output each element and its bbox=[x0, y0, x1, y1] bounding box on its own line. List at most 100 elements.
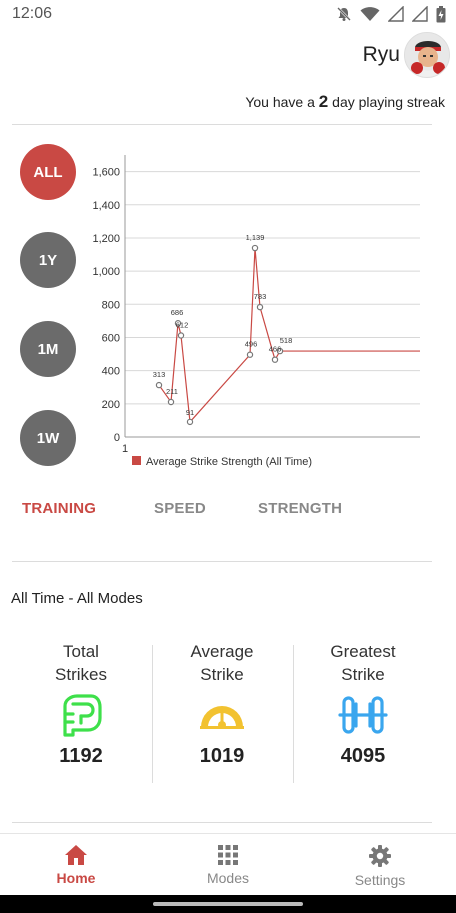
data-label: 686 bbox=[171, 308, 184, 317]
fist-icon bbox=[63, 694, 102, 737]
data-point[interactable] bbox=[246, 351, 254, 358]
data-label: 518 bbox=[280, 336, 293, 345]
stat-average-strike-label-line2: Strike bbox=[200, 665, 244, 684]
signal-icon-2 bbox=[412, 6, 428, 22]
stat-total-strikes-label-line2: Strikes bbox=[55, 665, 107, 684]
gesture-bar bbox=[0, 895, 456, 913]
header-divider bbox=[12, 124, 432, 125]
legend-swatch bbox=[132, 456, 141, 465]
streak-message: You have a 2 day playing streak bbox=[245, 92, 445, 112]
y-tick-label: 1,400 bbox=[92, 200, 120, 212]
y-tick-label: 1,600 bbox=[92, 167, 120, 179]
gesture-handle[interactable] bbox=[153, 902, 303, 906]
data-point[interactable] bbox=[256, 303, 264, 311]
tabs-divider bbox=[12, 561, 432, 562]
strike-strength-chart: 0 200 400 600 800 1,000 1,200 1,400 1,600 1 31321… bbox=[92, 155, 420, 468]
stat-average-strike-value: 1019 bbox=[199, 745, 245, 767]
notifications-off-icon bbox=[337, 7, 351, 21]
summary-title: All Time - All Modes bbox=[11, 590, 143, 607]
stat-greatest-strike-label-line1: Greatest bbox=[330, 642, 396, 661]
stat-average-strike-label-line1: Average bbox=[190, 642, 254, 661]
stat-average-strike-icon-wrap bbox=[152, 690, 292, 740]
nav-modes-label: Modes bbox=[206, 870, 250, 886]
home-icon bbox=[65, 845, 87, 865]
avatar[interactable] bbox=[404, 32, 450, 78]
nav-home[interactable]: Home bbox=[0, 834, 152, 896]
gear-icon bbox=[369, 845, 391, 867]
x-tick-label: 1 bbox=[122, 443, 128, 455]
stat-average-strike: Average Strike 1019 bbox=[152, 640, 292, 768]
stat-total-strikes-label-line1: Total bbox=[63, 642, 99, 661]
data-label: 1,139 bbox=[246, 233, 265, 242]
stat-total-strikes-label: Total Strikes bbox=[11, 640, 151, 686]
stat-greatest-strike-value: 4095 bbox=[340, 745, 386, 767]
battery-icon bbox=[436, 5, 446, 22]
range-label-1y: 1Y bbox=[38, 251, 58, 269]
range-label-1w: 1W bbox=[36, 429, 60, 447]
signal-icon bbox=[388, 6, 404, 22]
nav-settings-label: Settings bbox=[354, 872, 406, 888]
stat-greatest-strike-icon-wrap bbox=[293, 690, 433, 740]
stat-total-strikes-icon-wrap bbox=[11, 690, 151, 740]
data-label: 466 bbox=[269, 345, 282, 354]
streak-prefix: You have a bbox=[245, 94, 319, 110]
data-label: 211 bbox=[166, 387, 178, 396]
profile-name: Ryu bbox=[362, 43, 400, 66]
stats-divider bbox=[12, 822, 432, 823]
y-tick-label: 800 bbox=[102, 299, 120, 311]
y-tick-label: 1,000 bbox=[92, 266, 120, 278]
series-line bbox=[158, 248, 420, 424]
range-button-1w[interactable]: 1W bbox=[20, 410, 76, 466]
stat-greatest-strike-label-line2: Strike bbox=[341, 665, 385, 684]
tab-training[interactable]: TRAINING bbox=[22, 500, 97, 517]
dumbbell-icon bbox=[338, 696, 388, 734]
data-label: 496 bbox=[245, 340, 258, 349]
status-time: 12:06 bbox=[12, 5, 53, 22]
y-tick-label: 400 bbox=[102, 366, 120, 378]
wifi-icon bbox=[360, 7, 380, 21]
data-point[interactable] bbox=[186, 418, 194, 426]
mode-tabs: TRAINING SPEED STRENGTH bbox=[0, 500, 456, 522]
gauge-icon bbox=[200, 706, 244, 729]
nav-modes[interactable]: Modes bbox=[152, 834, 304, 896]
streak-suffix: day playing streak bbox=[328, 94, 445, 110]
range-label-all: ALL bbox=[33, 163, 63, 181]
data-label: 783 bbox=[254, 292, 267, 301]
data-label: 612 bbox=[176, 320, 189, 329]
streak-count: 2 bbox=[318, 92, 329, 111]
stat-separator-2 bbox=[293, 645, 294, 783]
grid-icon bbox=[218, 845, 238, 865]
range-button-all[interactable]: ALL bbox=[20, 144, 76, 200]
avatar-character-icon bbox=[405, 33, 449, 77]
data-point[interactable] bbox=[177, 332, 185, 339]
data-point[interactable] bbox=[276, 347, 284, 355]
status-icons bbox=[336, 5, 446, 23]
range-label-1m: 1M bbox=[37, 340, 59, 358]
stat-total-strikes-value: 1192 bbox=[59, 745, 103, 767]
y-tick-label: 600 bbox=[102, 332, 120, 344]
data-label: 313 bbox=[153, 370, 166, 379]
bottom-nav: Home Modes Settin bbox=[0, 833, 456, 895]
data-point[interactable] bbox=[155, 381, 163, 389]
stat-average-strike-label: Average Strike bbox=[152, 640, 292, 686]
data-point[interactable] bbox=[167, 398, 175, 406]
data-point[interactable] bbox=[271, 356, 279, 363]
range-button-1m[interactable]: 1M bbox=[20, 321, 76, 377]
y-tick-label: 0 bbox=[114, 432, 120, 444]
tab-strength[interactable]: STRENGTH bbox=[258, 500, 343, 517]
data-label: 91 bbox=[186, 408, 194, 417]
legend-label: Average Strike Strength (All Time) bbox=[146, 456, 312, 468]
tab-speed[interactable]: SPEED bbox=[154, 500, 206, 517]
nav-settings[interactable]: Settings bbox=[304, 834, 456, 896]
stat-separator-1 bbox=[152, 645, 153, 783]
y-tick-label: 200 bbox=[102, 399, 120, 411]
status-bar: 12:06 bbox=[0, 0, 456, 28]
stat-total-strikes: Total Strikes 1192 bbox=[11, 640, 151, 768]
nav-home-label: Home bbox=[56, 870, 96, 886]
stat-greatest-strike-label: Greatest Strike bbox=[293, 640, 433, 686]
range-button-1y[interactable]: 1Y bbox=[20, 232, 76, 288]
stat-greatest-strike: Greatest Strike 4095 bbox=[293, 640, 433, 768]
y-tick-label: 1,200 bbox=[92, 233, 120, 245]
data-point[interactable] bbox=[251, 244, 259, 252]
data-point[interactable] bbox=[174, 320, 182, 327]
